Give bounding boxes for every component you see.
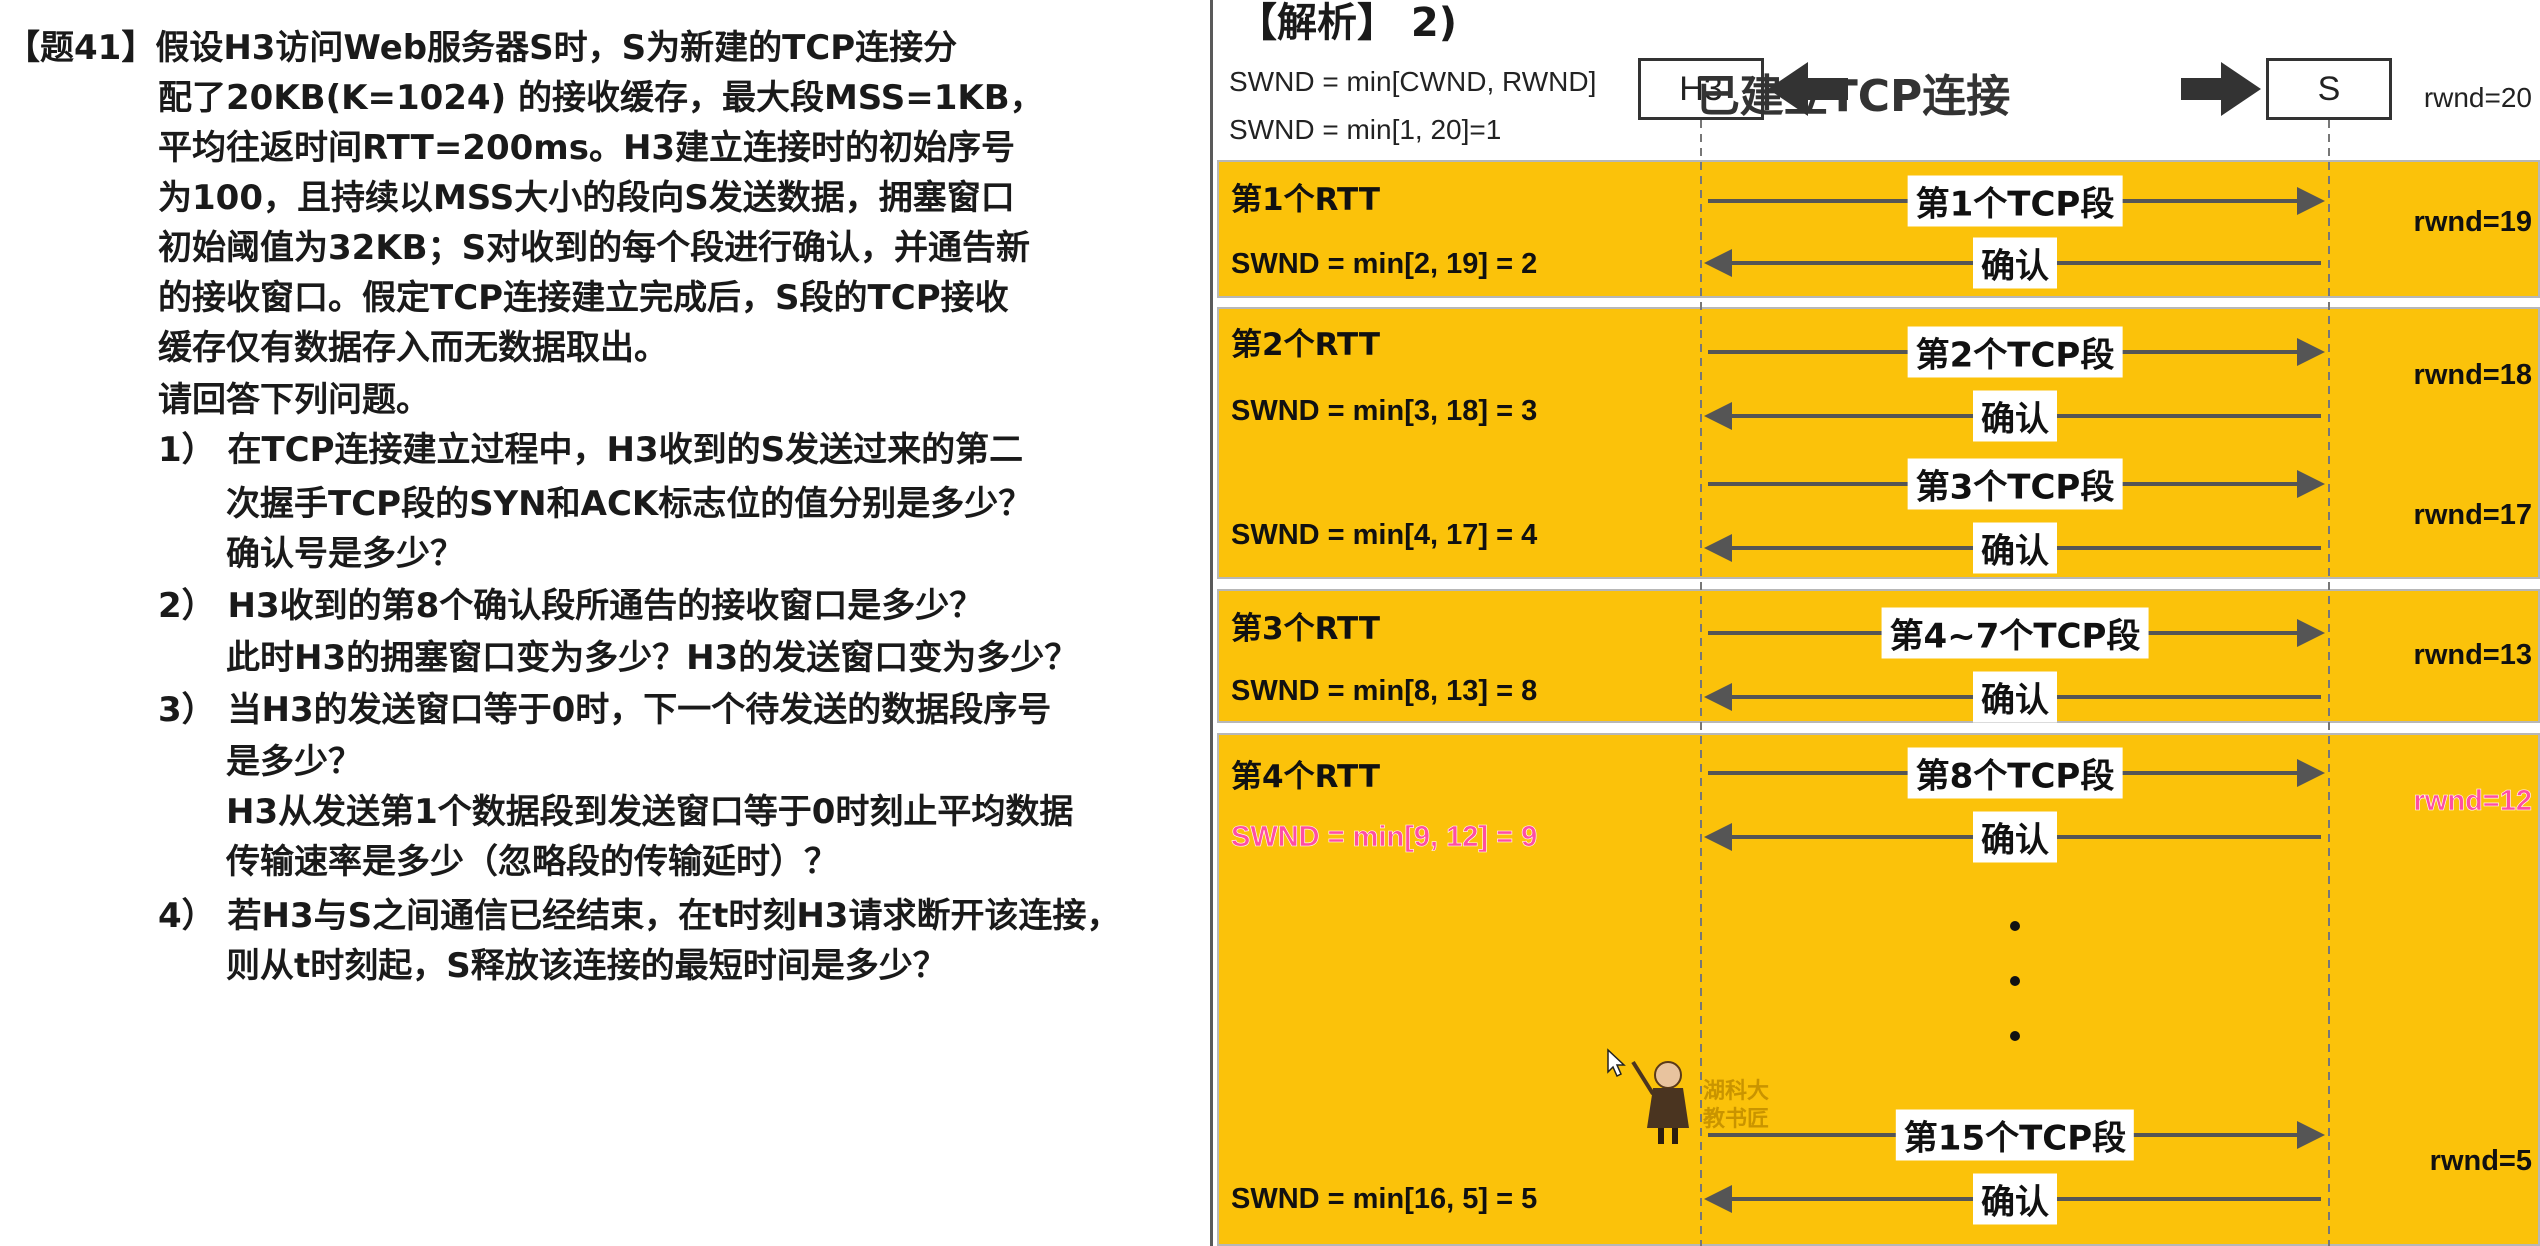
mascot-figure bbox=[1631, 1060, 1689, 1144]
rtt2-segment2-label: 第3个TCP段 bbox=[1907, 458, 2123, 510]
ellipsis-dot bbox=[2010, 976, 2020, 986]
rtt1-ack-label: 确认 bbox=[1973, 237, 2057, 289]
rtt4-segment1-label: 第8个TCP段 bbox=[1907, 747, 2123, 799]
rtt4-rwnd-2: rwnd=5 bbox=[2429, 1145, 2532, 1177]
rtt4-segment2-label: 第15个TCP段 bbox=[1895, 1109, 2135, 1161]
rtt2-ack1-label: 确认 bbox=[1973, 390, 2057, 442]
question-line: 则从t时刻起，S释放该连接的最短时间是多少？ bbox=[226, 946, 947, 986]
question-line: 2） H3收到的第8个确认段所通告的接收窗口是多少？ bbox=[158, 586, 984, 626]
watermark: 湖科大 教书匠 bbox=[1703, 1079, 1770, 1132]
rtt4-swnd-1: SWND = min[9, 12] = 9 bbox=[1231, 821, 1538, 854]
rtt4-ack2-label: 确认 bbox=[1973, 1173, 2057, 1225]
question-line: 确认号是多少？ bbox=[226, 534, 464, 574]
swnd-initial: SWND = min[1, 20]=1 bbox=[1229, 114, 1502, 145]
rtt4-block: 第4个RTT SWND = min[9, 12] = 9 rwnd=12 SWN… bbox=[1217, 733, 2540, 1246]
rtt3-swnd: SWND = min[8, 13] = 8 bbox=[1231, 675, 1538, 707]
rtt2-rwnd-2: rwnd=17 bbox=[2413, 499, 2532, 531]
ellipsis-dot bbox=[2010, 921, 2020, 931]
rtt3-rwnd: rwnd=13 bbox=[2413, 639, 2532, 671]
connection-arrows bbox=[1768, 62, 2261, 116]
question-line: 传输速率是多少（忽略段的传输延时）？ bbox=[226, 842, 838, 882]
question-line: 配了20KB(K=1024) 的接收缓存，最大段MSS=1KB， bbox=[158, 78, 1044, 118]
rtt2-swnd-2: SWND = min[4, 17] = 4 bbox=[1231, 519, 1538, 551]
rtt1-rwnd: rwnd=19 bbox=[2413, 206, 2532, 238]
panel-divider bbox=[1210, 0, 1213, 1246]
rtt2-ack2-label: 确认 bbox=[1973, 522, 2057, 574]
question-line: 初始阈值为32KB；S对收到的每个段进行确认，并通告新 bbox=[158, 228, 1031, 268]
rtt2-label: 第2个RTT bbox=[1231, 327, 1381, 363]
rtt2-segment1-label: 第2个TCP段 bbox=[1907, 326, 2123, 378]
arrows-overlay bbox=[1607, 62, 2330, 1246]
rtt1-label: 第1个RTT bbox=[1231, 182, 1381, 218]
rtt1-segment-label: 第1个TCP段 bbox=[1907, 175, 2123, 227]
mouse-cursor-icon bbox=[1607, 1048, 1626, 1078]
question-line: H3从发送第1个数据段到发送窗口等于0时刻止平均数据 bbox=[226, 792, 1074, 832]
rtt3-label: 第3个RTT bbox=[1231, 611, 1381, 647]
rtt4-swnd-2: SWND = min[16, 5] = 5 bbox=[1231, 1183, 1538, 1215]
rtt4-label: 第4个RTT bbox=[1231, 759, 1381, 795]
rtt1-swnd: SWND = min[2, 19] = 2 bbox=[1231, 248, 1538, 280]
solution-panel: 【解析】 2) SWND = min[CWND, RWND] SWND = mi… bbox=[1213, 0, 2540, 1246]
rtt4-ack1-label: 确认 bbox=[1973, 811, 2057, 863]
question-line: 4） 若H3与S之间通信已经结束，在t时刻H3请求断开该连接， bbox=[158, 896, 1121, 936]
question-panel: 【题41】假设H3访问Web服务器S时，S为新建的TCP连接分配了20KB(K=… bbox=[0, 0, 1210, 1246]
rtt3-segment-label: 第4~7个TCP段 bbox=[1881, 607, 2149, 659]
connection-established-label: 已建立TCP连接 bbox=[1695, 71, 2011, 122]
question-line: 的接收窗口。假定TCP连接建立完成后，S段的TCP接收 bbox=[158, 278, 1009, 318]
rtt4-rwnd-1: rwnd=12 bbox=[2413, 785, 2532, 818]
question-line: 此时H3的拥塞窗口变为多少？H3的发送窗口变为多少？ bbox=[226, 638, 1079, 678]
rtt3-block: 第3个RTT SWND = min[8, 13] = 8 rwnd=13 bbox=[1217, 589, 2540, 723]
question-line: 缓存仅有数据存入而无数据取出。 bbox=[158, 328, 668, 368]
rtt1-block: 第1个RTT SWND = min[2, 19] = 2 rwnd=19 bbox=[1217, 160, 2540, 298]
question-line: 是多少？ bbox=[226, 742, 362, 782]
rtt3-ack-label: 确认 bbox=[1973, 671, 2057, 723]
question-line: 3） 当H3的发送窗口等于0时，下一个待发送的数据段序号 bbox=[158, 690, 1052, 730]
question-line: 次握手TCP段的SYN和ACK标志位的值分别是多少？ bbox=[226, 484, 1033, 524]
host-h3-box: H3 bbox=[1638, 58, 1764, 120]
question-line: 为100，且持续以MSS大小的段向S发送数据，拥塞窗口 bbox=[158, 178, 1015, 218]
rtt2-swnd-1: SWND = min[3, 18] = 3 bbox=[1231, 395, 1538, 427]
question-line: 1） 在TCP连接建立过程中，H3收到的S发送过来的第二 bbox=[158, 430, 1024, 470]
question-line: 请回答下列问题。 bbox=[158, 380, 430, 420]
solution-heading: 【解析】 2) bbox=[1237, 0, 1458, 46]
ellipsis-dot bbox=[2010, 1031, 2020, 1041]
swnd-rule: SWND = min[CWND, RWND] bbox=[1229, 66, 1597, 97]
rtt2-rwnd-1: rwnd=18 bbox=[2413, 359, 2532, 391]
rwnd-initial: rwnd=20 bbox=[2423, 82, 2532, 113]
question-line: 平均往返时间RTT=200ms。H3建立连接时的初始序号 bbox=[158, 128, 1016, 168]
host-s-box: S bbox=[2266, 58, 2392, 120]
question-line: 【题41】假设H3访问Web服务器S时，S为新建的TCP连接分 bbox=[6, 28, 958, 68]
